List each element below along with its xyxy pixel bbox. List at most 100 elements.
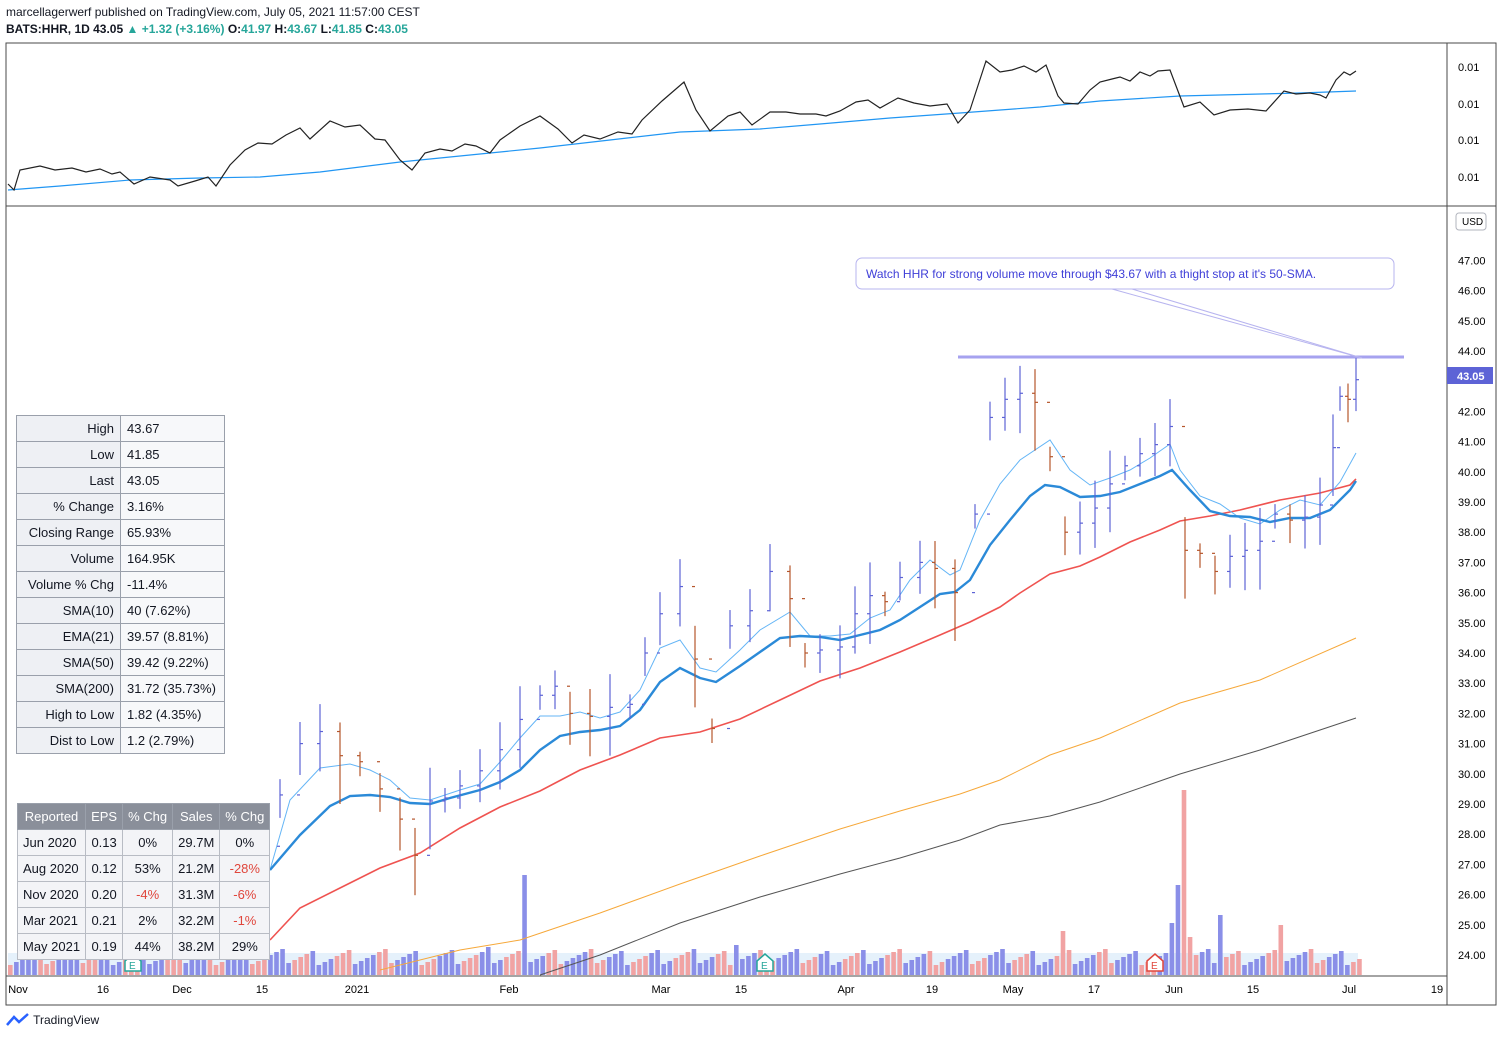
volume-bar (927, 951, 933, 975)
earnings-header: Sales (172, 803, 221, 830)
stat-label: SMA(10) (16, 597, 121, 624)
rs-tick: 0.01 (1458, 135, 1479, 147)
volume-bar (969, 964, 975, 975)
earnings-row: Aug 2020 0.12 53% 21.2M -28% (16, 855, 271, 882)
sma10-line (269, 439, 1357, 871)
volume-bar (1163, 953, 1169, 975)
ema21-line (269, 468, 1357, 871)
earnings-marker[interactable]: E (756, 953, 774, 972)
stat-label: SMA(50) (16, 649, 121, 676)
volume-bar (346, 950, 352, 975)
volume-bar (528, 962, 533, 975)
volume-bar (564, 961, 570, 975)
volume-bar (183, 963, 189, 975)
ohlc-bar (882, 591, 888, 617)
volume-bar (364, 958, 370, 975)
publisher-line: marcellagerwerf published on TradingView… (6, 5, 420, 19)
ohlc-bar (1242, 522, 1248, 591)
volume-bar (1054, 956, 1060, 975)
stat-label: Volume (16, 545, 121, 572)
volume-bar (540, 956, 545, 975)
tradingview-brand: TradingView (33, 1013, 100, 1027)
ohlc-bar (1002, 377, 1008, 431)
volume-bar (631, 962, 636, 975)
annotation-callout[interactable] (855, 257, 1395, 290)
earnings-marker[interactable]: E (1146, 953, 1164, 972)
volume-bar (479, 952, 485, 975)
volume-bar (310, 951, 316, 975)
volume-bar (1314, 963, 1320, 975)
price-tick: 30.00 (1458, 769, 1486, 781)
volume-bar (879, 958, 884, 975)
volume-bar (691, 949, 697, 975)
stats-row: Last 43.05 (16, 467, 225, 494)
volume-bar (473, 955, 479, 975)
volume-bar (322, 962, 328, 975)
stats-row: High to Low 1.82 (4.35%) (16, 701, 225, 728)
volume-bar (1302, 952, 1308, 975)
volume-bar (945, 959, 951, 975)
stat-label: Low (16, 441, 121, 468)
volume-bar (231, 956, 237, 975)
ohlc-bar (787, 565, 793, 647)
volume-bar (534, 959, 539, 975)
volume-bar (824, 951, 830, 975)
price-tick: 29.00 (1458, 799, 1486, 811)
ohlc-bar (427, 767, 433, 856)
ohlc-bar (1182, 425, 1188, 599)
rs-moving-average-line (7, 90, 1357, 191)
volume-bar (522, 875, 527, 975)
volume-bar (752, 953, 757, 975)
volume-bar (915, 957, 921, 975)
volume-bar (842, 959, 848, 975)
time-tick: 16 (97, 984, 109, 996)
volume-bar (637, 959, 642, 975)
stat-value: 40 (7.62%) (120, 597, 225, 624)
ohlc-bar (297, 722, 303, 796)
price-tick: 33.00 (1458, 678, 1486, 690)
volume-bar (498, 960, 503, 975)
volume-bar (14, 962, 19, 975)
volume-bar (1175, 885, 1181, 975)
volume-bar (225, 959, 231, 975)
ohlc-bar (1345, 383, 1351, 423)
volume-bars (8, 790, 1362, 975)
ohlc-bar (357, 751, 363, 777)
earnings-row: Nov 2020 0.20 -4% 31.3M -6% (16, 881, 271, 908)
volume-bar (8, 965, 13, 975)
stats-row: SMA(10) 40 (7.62%) (16, 597, 225, 624)
volume-bar (153, 961, 158, 975)
currency-box[interactable] (1455, 212, 1487, 231)
volume-bar (38, 950, 43, 975)
up-arrow-icon: ▲ (126, 22, 139, 36)
earnings-cell: 0% (219, 829, 271, 856)
price-stats-table: High 43.67 Low 41.85 Last 43.05% Change 3.16% C… (16, 415, 225, 754)
volume-bar (1326, 957, 1332, 975)
volume-bar (679, 955, 685, 975)
volume-bar (1205, 949, 1211, 975)
ohlc-bar (972, 504, 978, 594)
ohlc-bar (377, 761, 383, 812)
volume-bar (26, 956, 31, 975)
ohlc-bar (1152, 423, 1158, 477)
volume-bar (885, 955, 890, 975)
ohlc-bar (727, 610, 733, 730)
volume-bar (304, 954, 310, 975)
stat-label: High (16, 415, 121, 442)
volume-bar (1109, 963, 1114, 975)
tradingview-logo[interactable]: TradingView (6, 1013, 99, 1027)
stats-row: Low 41.85 (16, 441, 225, 468)
price-tick: 37.00 (1458, 557, 1486, 569)
volume-bar (873, 961, 878, 975)
volume-bar (1006, 963, 1011, 975)
price-tick: 40.00 (1458, 467, 1486, 479)
symbol-name[interactable]: BATS:HHR, 1D (6, 22, 90, 36)
volume-bar (1266, 953, 1271, 975)
volume-bar (425, 962, 431, 975)
volume-bar (594, 963, 600, 975)
volume-bar (159, 958, 164, 975)
volume-bar (147, 964, 152, 975)
volume-bar (467, 958, 473, 975)
volume-bar (1308, 949, 1314, 975)
